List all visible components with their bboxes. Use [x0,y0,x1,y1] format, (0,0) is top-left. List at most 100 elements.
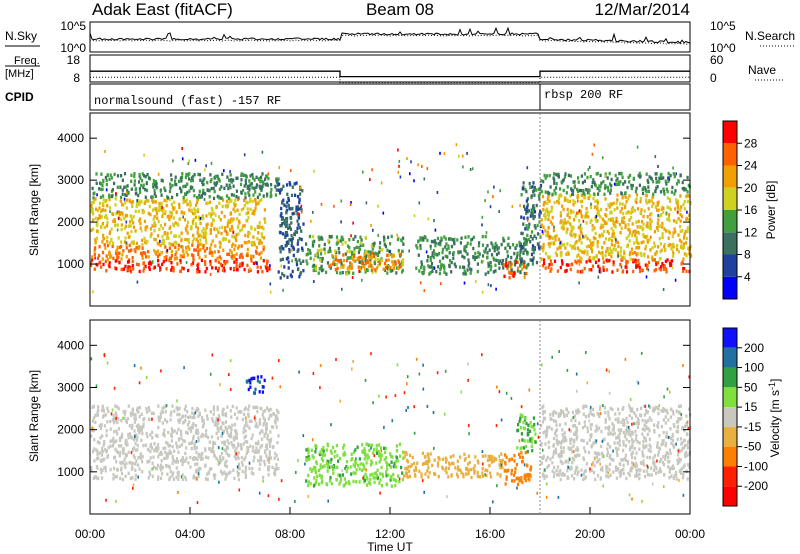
data-cell [390,252,393,257]
data-cell [129,270,133,274]
data-cell [173,200,176,204]
data-cell [466,252,469,256]
data-cell [338,259,341,263]
data-cell [648,199,651,203]
data-cell [518,244,521,248]
data-cell [117,407,120,411]
data-cell [226,221,229,225]
data-cell [635,240,638,244]
data-cell [195,224,198,229]
data-cell [547,194,550,198]
data-cell [235,195,238,199]
data-cell [205,241,208,245]
data-cell [124,455,127,459]
data-cell [145,407,148,411]
data-cell [220,458,223,463]
data-cell [519,426,522,430]
data-cell [429,256,432,260]
data-cell [531,262,534,266]
data-cell [673,424,676,429]
data-cell [202,188,205,193]
data-cell [482,474,485,478]
data-cell [192,211,195,216]
data-cell [125,191,128,195]
data-cell [526,450,529,454]
data-cell [253,197,257,202]
data-cell [648,443,651,447]
data-cell [624,453,627,458]
data-cell [290,248,293,252]
data-cell [460,236,463,240]
data-cell [169,470,172,474]
data-cell [336,266,339,271]
data-cell [171,457,175,461]
data-cell [621,202,624,206]
data-cell [395,456,399,460]
data-cell [443,265,446,269]
data-cell [161,465,164,469]
data-cell [170,202,173,207]
data-cell [544,217,547,221]
data-cell [570,263,573,267]
data-cell [353,247,356,251]
data-cell [445,272,448,276]
data-cell [490,457,493,461]
data-cell [287,196,290,201]
data-cell [98,245,101,249]
data-cell [620,192,623,196]
data-cell [555,253,559,257]
freq-label-line1: Freq. [14,55,40,67]
data-cell [104,259,107,264]
data-cell [202,231,205,236]
data-cell [179,254,182,258]
data-cell [319,452,323,457]
data-cell [281,272,284,276]
data-cell [594,183,597,188]
data-cell [667,418,670,422]
data-cell [154,180,158,184]
data-cell [630,437,633,442]
data-cell [121,211,124,216]
data-cell [153,183,156,187]
data-cell [176,445,179,450]
data-cell [297,207,300,212]
data-cell [662,455,665,459]
data-cell [646,221,649,225]
data-cell [542,416,545,420]
data-cell [232,242,235,246]
data-cell [225,230,228,234]
data-cell [409,474,412,479]
data-cell [141,256,144,260]
data-cell [526,464,529,468]
data-cell [559,241,562,245]
data-cell [683,266,686,271]
data-cell [623,205,627,210]
data-cell [246,424,249,428]
data-cell [491,245,494,250]
data-cell [553,259,557,263]
data-cell [422,236,425,240]
data-cell [423,461,426,466]
data-cell [550,417,553,421]
data-cell [92,212,95,216]
data-cell [222,421,225,426]
data-cell [172,269,175,273]
data-cell [508,458,511,462]
data-cell [576,189,580,194]
data-cell [526,233,529,238]
data-cell [366,477,369,481]
data-cell [591,256,594,260]
data-cell [410,463,413,467]
data-cell [684,424,687,429]
data-cell [156,449,159,453]
data-cell [526,252,529,256]
data-cell [647,268,650,272]
data-cell [618,436,621,440]
data-cell [613,221,616,225]
data-cell [254,387,257,391]
data-cell [662,187,665,191]
data-cell [477,250,480,255]
data-cell [172,459,175,463]
data-cell [328,479,332,483]
data-cell [505,475,508,479]
